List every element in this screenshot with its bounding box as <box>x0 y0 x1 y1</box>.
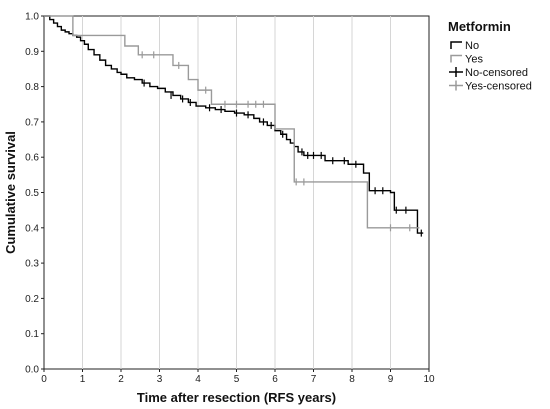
x-tick-label: 0 <box>41 374 47 385</box>
y-tick-label: 0.0 <box>25 365 39 376</box>
survival-curves <box>44 15 424 234</box>
y-tick-label: 0.3 <box>25 259 39 270</box>
x-tick-label: 5 <box>234 374 240 385</box>
x-axis-title: Time after resection (RFS years) <box>137 390 336 405</box>
x-tick-label: 3 <box>157 374 163 385</box>
legend-title: Metformin <box>448 19 511 34</box>
x-tick-label: 10 <box>423 374 435 385</box>
x-tick-label: 8 <box>349 374 355 385</box>
x-tick-label: 9 <box>388 374 394 385</box>
y-tick-label: 0.4 <box>25 223 39 234</box>
legend-step-symbol <box>450 54 462 63</box>
x-tick-label: 4 <box>195 374 201 385</box>
legend-label: Yes-censored <box>465 81 532 93</box>
legend-item-yes: Yes <box>450 54 483 66</box>
y-tick-label: 0.7 <box>25 117 39 128</box>
y-tick-label: 1.0 <box>25 12 39 23</box>
y-tick-label: 0.6 <box>25 153 39 164</box>
x-tick-label: 7 <box>311 374 317 385</box>
y-tick-label: 0.1 <box>25 329 39 340</box>
series-yes-curve <box>44 15 420 229</box>
y-tick-label: 0.9 <box>25 47 39 58</box>
legend-label: Yes <box>465 54 483 66</box>
y-tick-label: 0.5 <box>25 188 39 199</box>
legend-item-yes-censored: Yes-censored <box>449 80 532 93</box>
series-no-curve <box>44 15 424 234</box>
censor-marks <box>141 51 422 237</box>
y-tick-label: 0.2 <box>25 294 39 305</box>
legend-item-no-censored: No-censored <box>449 67 528 79</box>
legend-label: No-censored <box>465 67 528 79</box>
x-tick-label: 1 <box>80 374 86 385</box>
y-axis-title: Cumulative survival <box>3 131 18 254</box>
legend-item-no: No <box>450 40 479 52</box>
axis-ticks: 0 1 2 3 4 5 6 7 8 9 10 0.0 0.1 0.2 0.3 0.4 0.5 0.6 0.7 0.8 0… <box>25 12 435 386</box>
x-tick-label: 2 <box>118 374 124 385</box>
x-tick-label: 6 <box>272 374 278 385</box>
y-tick-label: 0.8 <box>25 82 39 93</box>
legend-label: No <box>465 40 479 52</box>
legend-step-symbol <box>450 41 462 49</box>
